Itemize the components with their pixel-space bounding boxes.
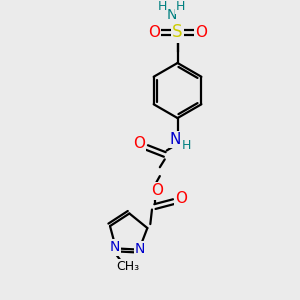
Text: CH₃: CH₃ bbox=[116, 260, 139, 273]
Text: H: H bbox=[182, 139, 191, 152]
Text: O: O bbox=[151, 183, 163, 198]
Text: O: O bbox=[195, 25, 207, 40]
Text: N: N bbox=[135, 242, 145, 256]
Text: O: O bbox=[176, 191, 188, 206]
Text: O: O bbox=[133, 136, 145, 151]
Text: S: S bbox=[172, 23, 183, 41]
Text: O: O bbox=[148, 25, 160, 40]
Text: N: N bbox=[167, 8, 177, 22]
Text: H: H bbox=[158, 0, 167, 14]
Text: H: H bbox=[176, 0, 185, 14]
Text: N: N bbox=[170, 132, 181, 147]
Text: N: N bbox=[110, 240, 120, 254]
